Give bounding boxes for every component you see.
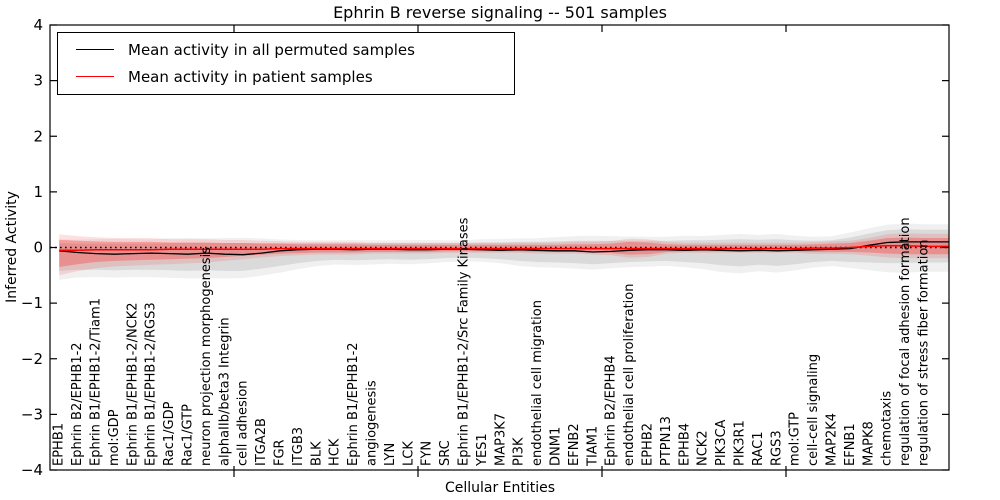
- x-category-label: EFNB2: [567, 423, 582, 466]
- x-category-label: Ephrin B2/EPHB4: [604, 355, 619, 466]
- y-tick-label: −3: [21, 405, 43, 423]
- x-category-label: NCK2: [696, 430, 711, 466]
- x-category-label: FYN: [420, 441, 435, 466]
- x-category-label: endothelial cell proliferation: [622, 284, 637, 467]
- x-category-label: MAP3K7: [493, 413, 508, 466]
- band-patient-outer: [59, 233, 949, 276]
- y-tick-label: −2: [21, 350, 43, 368]
- x-category-label: FGR: [273, 439, 288, 466]
- x-category-label: ITGA2B: [254, 418, 269, 466]
- x-category-label: MAP2K4: [825, 413, 840, 466]
- confidence-bands: [59, 223, 949, 280]
- x-category-label: chemotaxis: [880, 391, 895, 466]
- x-category-label: Rac1/GDP: [162, 401, 177, 466]
- x-category-label: cell-cell signaling: [806, 354, 821, 466]
- series-lines: [50, 241, 949, 256]
- legend-patient-label: Mean activity in patient samples: [128, 67, 373, 86]
- x-category-label: LYN: [383, 443, 398, 466]
- y-tick-label: 3: [33, 72, 43, 90]
- x-category-label: Ephrin B1/EPHB1-2/Src Family Kinases: [457, 217, 472, 466]
- y-tick-label: −1: [21, 294, 43, 312]
- legend: Mean activity in all permuted samples Me…: [57, 32, 515, 95]
- x-category-label: EPHB2: [641, 423, 656, 466]
- x-category-label: PIK3R1: [733, 420, 748, 466]
- axes: 4 3 2 1 0 −1 −2 −3 −4 EPHB1 Ephrin B2/EPHB1-2 Ephri…: [21, 16, 950, 479]
- legend-patient-line-swatch: [76, 76, 114, 77]
- x-category-label: PI3K: [512, 437, 527, 466]
- x-category-label: cell adhesion: [236, 380, 251, 466]
- x-category-label: SRC: [438, 440, 453, 466]
- x-category-label: EPHB1: [52, 423, 67, 466]
- band-patient: [59, 237, 949, 267]
- x-category-label: regulation of focal adhesion formation: [898, 217, 913, 466]
- x-category-label: angiogenesis: [365, 380, 380, 466]
- x-category-label: mol:GDP: [107, 409, 122, 466]
- x-category-label: Ephrin B1/EPHB1-2/Tiam1: [89, 298, 104, 466]
- y-tick-label: 0: [33, 239, 43, 257]
- legend-entry-permuted: Mean activity in all permuted samples: [58, 36, 514, 63]
- x-category-label: Ephrin B2/EPHB1-2: [70, 342, 85, 466]
- x-category-label: DNM1: [549, 427, 564, 466]
- x-category-label: TIAM1: [585, 426, 600, 467]
- x-category-label: alphaIIb/beta3 Integrin: [217, 317, 232, 466]
- x-category-label: EFNB1: [843, 423, 858, 466]
- x-category-label: YES1: [475, 433, 490, 467]
- y-tick-label: 2: [33, 127, 43, 145]
- legend-entry-patient: Mean activity in patient samples: [58, 63, 514, 90]
- x-category-label: EPHB4: [677, 423, 692, 466]
- y-tick-label: 1: [33, 183, 43, 201]
- patient-mean-line: [59, 245, 949, 252]
- x-axis-label: Cellular Entities: [445, 480, 555, 496]
- x-category-label: BLK: [309, 441, 324, 466]
- y-tick-label: 4: [33, 16, 43, 34]
- x-category-label: Ephrin B1/EPHB1-2: [346, 342, 361, 466]
- x-category-label: PIK3CA: [714, 419, 729, 466]
- x-category-label: LCK: [401, 441, 416, 466]
- x-category-label: PTPN13: [659, 416, 674, 466]
- x-category-label: Ephrin B1/EPHB1-2/RGS3: [144, 302, 159, 466]
- band-permuted-outer: [59, 223, 949, 280]
- x-category-label: RAC1: [751, 431, 766, 466]
- x-category-label: MAPK8: [861, 421, 876, 466]
- permuted-mean-line: [59, 241, 949, 256]
- x-category-label: HCK: [328, 438, 343, 466]
- x-category-label: mol:GTP: [788, 412, 803, 466]
- chart-title: Ephrin B reverse signaling -- 501 sample…: [333, 3, 667, 22]
- x-category-label: regulation of stress fiber formation: [917, 239, 932, 466]
- x-category-label: neuron projection morphogenesis: [199, 247, 214, 466]
- y-axis-label: Inferred Activity: [4, 191, 20, 303]
- x-category-label: Rac1/GTP: [181, 404, 196, 466]
- y-tick-label: −4: [21, 461, 43, 479]
- x-category-label: ITGB3: [291, 427, 306, 466]
- x-category-label: endothelial cell migration: [530, 300, 545, 466]
- legend-permuted-line-swatch: [76, 49, 114, 50]
- x-category-label: Ephrin B1/EPHB1-2/NCK2: [125, 302, 140, 466]
- x-category-label: RGS3: [769, 430, 784, 466]
- legend-permuted-label: Mean activity in all permuted samples: [128, 40, 415, 59]
